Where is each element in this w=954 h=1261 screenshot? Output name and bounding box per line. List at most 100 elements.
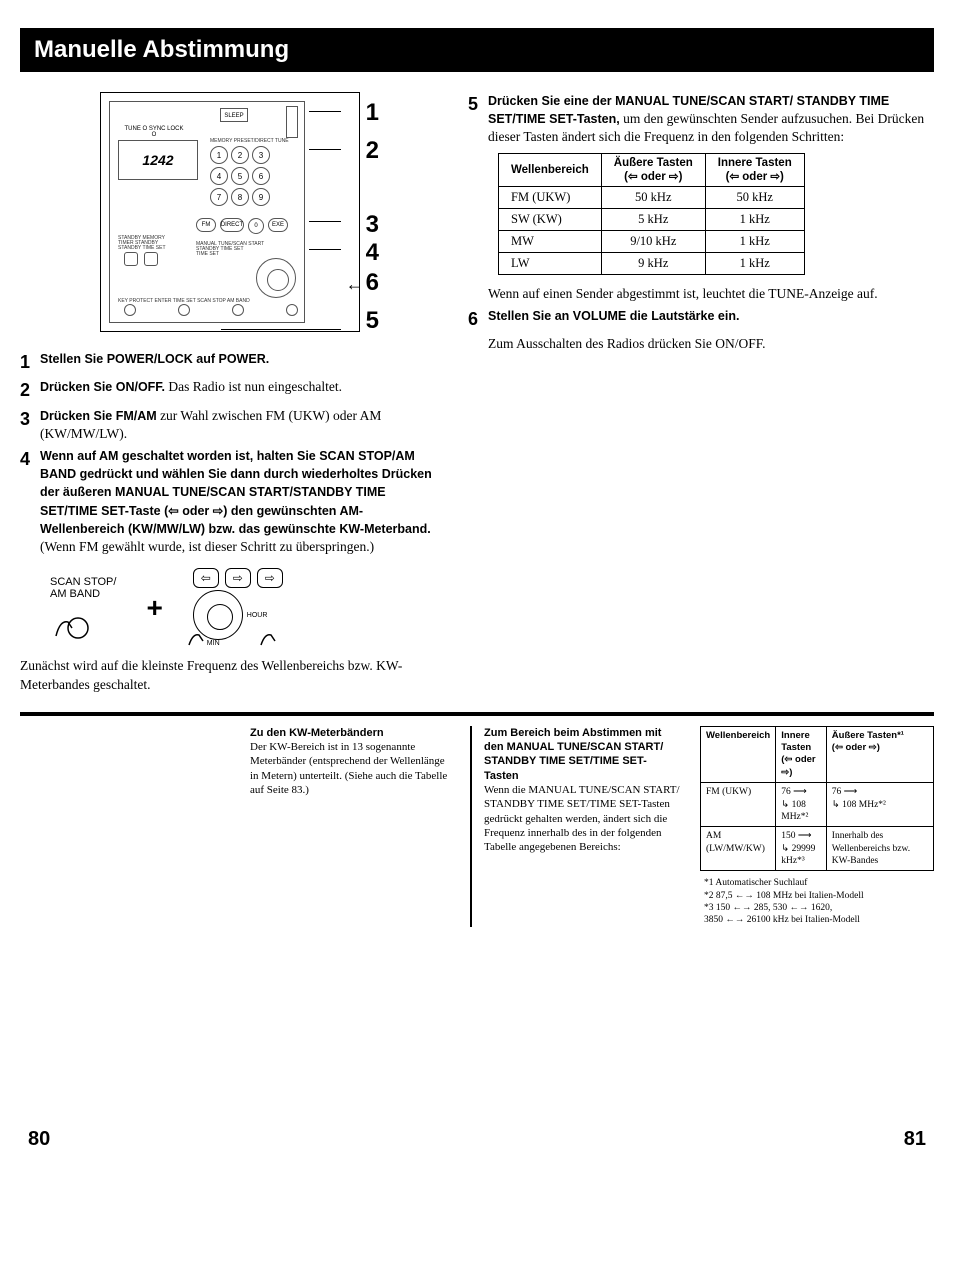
cell: 1 kHz xyxy=(705,252,804,274)
btn-enter xyxy=(178,304,190,316)
page-number-right: 81 xyxy=(904,1128,926,1151)
b-button xyxy=(144,252,158,266)
key-3: 3 xyxy=(252,146,270,164)
bottom-button-row xyxy=(124,304,298,316)
step6-note: Zum Ausschalten des Radios drücken Sie O… xyxy=(488,335,934,353)
step-num: 6 xyxy=(468,307,488,331)
table-row: SW (KW)5 kHz1 kHz xyxy=(499,208,805,230)
footer-text-kw: Der KW-Bereich ist in 13 sogenannte Mete… xyxy=(250,741,447,796)
cell: FM (UKW) xyxy=(499,186,602,208)
step-rest: (Wenn FM gewählt wurde, ist dieser Schri… xyxy=(40,539,374,554)
callout-2: 2 xyxy=(366,137,379,165)
jog-dial xyxy=(256,258,296,298)
cell: 5 kHz xyxy=(601,208,705,230)
right-arrow-button: ⇨ xyxy=(225,568,251,588)
footer-text-scan: Wenn die MANUAL TUNE/SCAN START/ STANDBY… xyxy=(484,784,680,853)
lcd-display: 1242 xyxy=(118,140,198,180)
footer-heading-kw: Zu den KW-Meterbändern xyxy=(250,727,384,739)
step-bold: Drücken Sie FM/AM xyxy=(40,409,157,423)
cell: 9/10 kHz xyxy=(601,230,705,252)
step-5: 5 Drücken Sie eine der MANUAL TUNE/SCAN … xyxy=(468,92,934,147)
hour-label: HOUR xyxy=(247,612,268,619)
step-num: 2 xyxy=(20,378,40,402)
lead-5 xyxy=(221,329,341,330)
step-num: 4 xyxy=(20,447,40,556)
lead-3 xyxy=(309,221,341,222)
lead-1 xyxy=(309,111,341,112)
table-row: MW9/10 kHz1 kHz xyxy=(499,230,805,252)
hand-press-icon xyxy=(50,600,90,640)
callout-5: 5 xyxy=(366,307,379,335)
left-arrow-button: ⇦ xyxy=(193,568,219,588)
footnote-1: *1 Automatischer Suchlauf xyxy=(704,877,934,889)
cell: Innerhalb des Wellenbereichs bzw. KW-Ban… xyxy=(826,827,933,871)
step-3: 3 Drücken Sie FM/AM zur Wahl zwischen FM… xyxy=(20,407,440,443)
key-4: 4 xyxy=(210,167,228,185)
a-button xyxy=(124,252,138,266)
scan-range-table: Wellenbereich Innere Tasten (⇦ oder ⇨) Ä… xyxy=(700,726,934,871)
th-band: Wellenbereich xyxy=(701,726,776,782)
step-bold: Stellen Sie POWER/LOCK auf POWER. xyxy=(40,352,269,366)
cell: 150 ⟶ ↳ 29999 kHz*³ xyxy=(776,827,827,871)
th-band: Wellenbereich xyxy=(499,153,602,186)
hand-press-icon-3 xyxy=(257,619,287,649)
plus-sign: + xyxy=(146,592,162,624)
scan-stop-figure: SCAN STOP/ AM BAND + ⇦ ⇨ ⇨ xyxy=(50,568,440,647)
step-body: Stellen Sie POWER/LOCK auf POWER. xyxy=(40,350,440,374)
left-paragraph: Zunächst wird auf die kleinste Frequenz … xyxy=(20,657,440,693)
radio-diagram: SLEEP TUNE O SYNC LOCK O MEMORY PRESET/D… xyxy=(100,92,360,332)
cell: SW (KW) xyxy=(499,208,602,230)
cell: FM (UKW) xyxy=(701,783,776,827)
footer-col-3: Zum Bereich beim Abstimmen mit den MANUA… xyxy=(470,726,680,927)
btn-key-protect xyxy=(124,304,136,316)
table-row: AM (LW/MW/KW) 150 ⟶ ↳ 29999 kHz*³ Innerh… xyxy=(701,827,934,871)
step-1: 1 Stellen Sie POWER/LOCK auf POWER. xyxy=(20,350,440,374)
step-body: Wenn auf AM geschaltet worden ist, halte… xyxy=(40,447,440,556)
table-row: FM (UKW)50 kHz50 kHz xyxy=(499,186,805,208)
cell: MW xyxy=(499,230,602,252)
footer-heading-scan: Zum Bereich beim Abstimmen mit den MANUA… xyxy=(484,727,663,782)
callout-3: 3 xyxy=(366,211,379,239)
page-title: Manuelle Abstimmung xyxy=(34,36,289,63)
cell: 1 kHz xyxy=(705,208,804,230)
memory-label: MEMORY PRESET/DIRECT TUNE xyxy=(210,138,289,144)
footnote-2: *2 87,5 ←→ 108 MHz bei Italien-Modell xyxy=(704,890,934,902)
jog-group: ⇦ ⇨ ⇨ HOUR MIN xyxy=(193,568,283,647)
callout-4: 4 xyxy=(366,239,379,267)
step-6: 6 Stellen Sie an VOLUME die Lautstärke e… xyxy=(468,307,934,331)
step-body: Drücken Sie FM/AM zur Wahl zwischen FM (… xyxy=(40,407,440,443)
page-title-bar: Manuelle Abstimmung xyxy=(20,28,934,72)
footer-col-1 xyxy=(20,726,220,927)
cell: LW xyxy=(499,252,602,274)
key-0: 0 xyxy=(248,218,264,234)
ab-buttons xyxy=(124,252,158,266)
tune-indicator: TUNE O SYNC LOCK O xyxy=(124,126,184,138)
step5-note: Wenn auf einen Sender abgestimmt ist, le… xyxy=(488,285,934,303)
sleep-button: SLEEP xyxy=(220,108,248,122)
keypad: 1 2 3 4 5 6 7 8 9 xyxy=(210,146,270,206)
scan-stop-group: SCAN STOP/ AM BAND xyxy=(50,576,116,640)
manual-label: MANUAL TUNE/SCAN START STANDBY TIME SET … xyxy=(196,242,264,257)
th-inner: Innere Tasten (⇦ oder ⇨) xyxy=(705,153,804,186)
cell: 50 kHz xyxy=(601,186,705,208)
key-1: 1 xyxy=(210,146,228,164)
footer-col-2: Zu den KW-Meterbändern Der KW-Bereich is… xyxy=(240,726,450,927)
step-body: Drücken Sie ON/OFF. Das Radio ist nun ei… xyxy=(40,378,440,402)
cell: 76 ⟶ ↳ 108 MHz*² xyxy=(826,783,933,827)
key-8: 8 xyxy=(231,188,249,206)
lead-4 xyxy=(309,249,341,250)
cell: 50 kHz xyxy=(705,186,804,208)
radio-body: SLEEP TUNE O SYNC LOCK O MEMORY PRESET/D… xyxy=(109,101,305,323)
lead-2 xyxy=(309,149,341,150)
frequency-step-table: Wellenbereich Äußere Tasten (⇦ oder ⇨) I… xyxy=(498,153,805,275)
footnotes: *1 Automatischer Suchlauf *2 87,5 ←→ 108… xyxy=(700,877,934,926)
footer-col-4: Wellenbereich Innere Tasten (⇦ oder ⇨) Ä… xyxy=(700,726,934,927)
hand-press-icon-2 xyxy=(185,619,215,649)
btn-am-band xyxy=(286,304,298,316)
direct-button: DIRECT xyxy=(220,218,244,232)
scan-stop-label: SCAN STOP/ AM BAND xyxy=(50,576,116,600)
footnote-3: *3 150 ←→ 285, 530 ←→ 1620, 3850 ←→ 2610… xyxy=(704,902,934,927)
btn-scan-stop xyxy=(232,304,244,316)
exe-button: EXE xyxy=(268,218,288,232)
table-header-row: Wellenbereich Äußere Tasten (⇦ oder ⇨) I… xyxy=(499,153,805,186)
